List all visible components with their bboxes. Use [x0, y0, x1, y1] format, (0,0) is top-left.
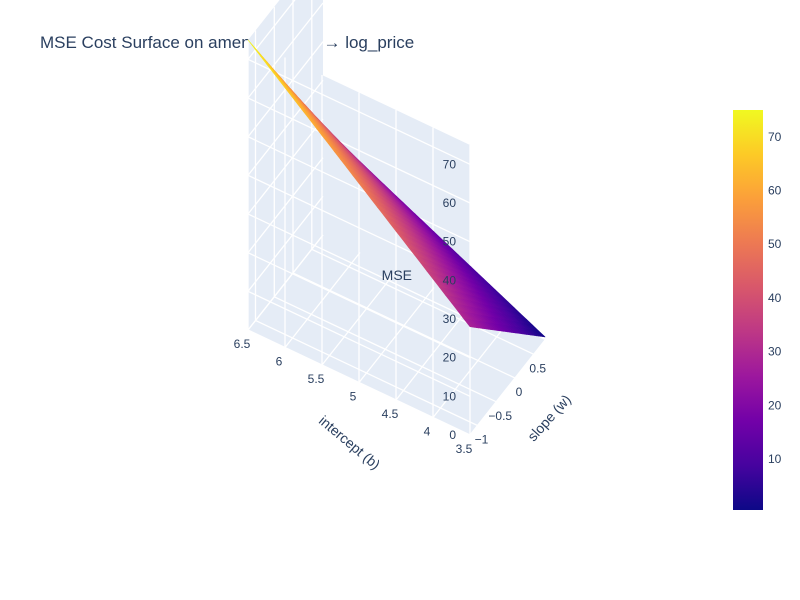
y-tick-label: 5: [350, 390, 357, 404]
colorbar-tick-label: 50: [768, 237, 782, 251]
y-tick-label: 4: [424, 425, 431, 439]
z-axis-title: MSE: [382, 267, 412, 283]
gridline-mse: [246, 234, 471, 436]
colorbar: 10 20 30 40 50 60 70: [733, 110, 782, 510]
z-tick-label: 30: [443, 312, 457, 326]
colorbar-tick-label: 70: [768, 130, 782, 144]
y-tick-label: 3.5: [456, 442, 473, 456]
x-tick-label: −1: [475, 433, 489, 447]
colorbar-tick-label: 20: [768, 398, 782, 412]
surface-patch: [463, 318, 473, 328]
x-tick-label: 0.5: [529, 361, 546, 375]
gridline-mse: [246, 2, 471, 204]
gridline-mse: [246, 195, 471, 397]
x-tick-label: −0.5: [488, 409, 512, 423]
axis-ticks: 0 10 20 30 40 50 60 70 3.5 4 4.5 5 5.5 6 6.5 −1 −0.5 0 0.5: [234, 157, 547, 456]
gridline-mse: [246, 157, 471, 359]
y-tick-label: 5.5: [308, 372, 325, 386]
z-tick-label: 40: [443, 273, 457, 287]
colorbar-tick-label: 10: [768, 452, 782, 466]
colorbar-tick-label: 60: [768, 184, 782, 198]
gridline-mse: [246, 0, 471, 165]
z-tick-label: 20: [443, 351, 457, 365]
colorbar-tick-label: 40: [768, 291, 782, 305]
cost-surface[interactable]: [247, 39, 546, 338]
gridline-mse: [246, 79, 471, 281]
y-axis-title: intercept (b): [316, 412, 384, 472]
z-tick-label: 70: [443, 157, 457, 171]
z-tick-label: 0: [449, 428, 456, 442]
colorbar-tick-label: 30: [768, 345, 782, 359]
x-tick-label: 0: [516, 385, 523, 399]
x-axis-title: slope (w): [524, 391, 574, 444]
y-tick-label: 6.5: [234, 337, 251, 351]
z-tick-label: 10: [443, 389, 457, 403]
z-tick-label: 60: [443, 196, 457, 210]
z-tick-label: 50: [443, 235, 457, 249]
y-tick-label: 4.5: [382, 407, 399, 421]
y-tick-label: 6: [276, 355, 283, 369]
colorbar-bar: [733, 110, 763, 510]
gridline-mse: [246, 118, 471, 320]
